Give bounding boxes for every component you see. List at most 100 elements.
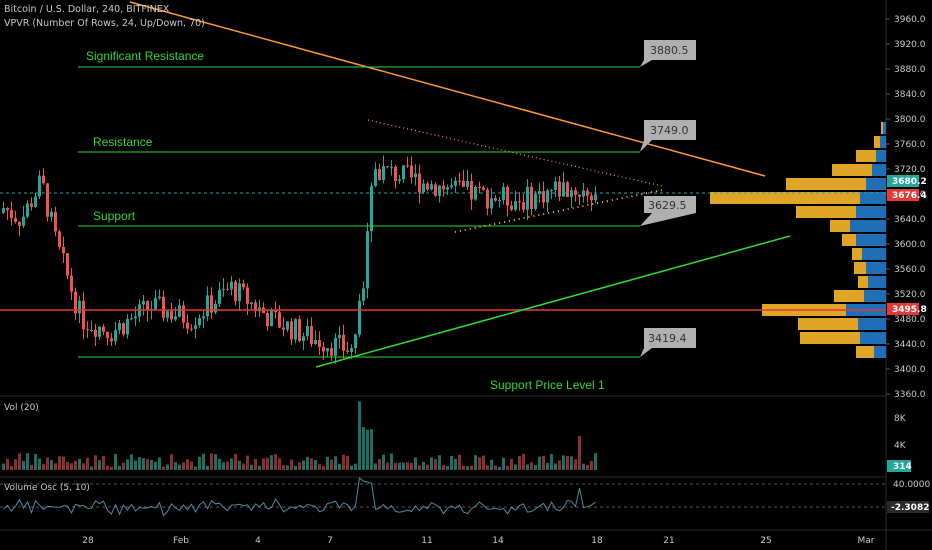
vpvr-up-bar xyxy=(856,234,886,246)
vpvr-down-bar xyxy=(874,136,880,148)
callout-3880[interactable]: 3880.5 xyxy=(640,40,696,67)
volume-tag: 314 xyxy=(887,460,912,472)
price-tick-label: 3640.0 xyxy=(894,215,926,225)
volume-bar xyxy=(98,460,101,470)
price-tag-text: 3495.8 xyxy=(892,305,927,315)
volume-bar xyxy=(322,466,325,470)
volume-bar xyxy=(58,456,61,470)
candle-body xyxy=(126,318,129,335)
candle-body xyxy=(134,316,137,319)
support-label[interactable]: Support xyxy=(93,209,136,223)
vpvr-down-bar xyxy=(798,318,858,330)
ascending-trendline[interactable] xyxy=(315,235,791,368)
candle-body xyxy=(518,201,521,203)
candle-body xyxy=(510,205,513,210)
volume-bar xyxy=(570,456,573,470)
callout-3749[interactable]: 3749.0 xyxy=(640,120,696,152)
volume-bar xyxy=(390,453,393,470)
candle-body xyxy=(146,301,149,311)
volume-pane-title[interactable]: Vol (20) xyxy=(4,403,39,413)
volume-bar xyxy=(370,429,373,470)
volume-bar xyxy=(514,464,517,470)
candle-body xyxy=(110,338,113,342)
volume-bar xyxy=(30,464,33,470)
volume-bar xyxy=(310,458,313,470)
callout-3419[interactable]: 3419.4 xyxy=(640,328,696,357)
candle-body xyxy=(86,329,89,331)
volume-bar xyxy=(62,456,65,470)
candle-body xyxy=(398,179,401,182)
volume-bar xyxy=(594,453,597,470)
volume-bar xyxy=(362,427,365,470)
candle-body xyxy=(214,303,217,313)
candle-body xyxy=(378,169,381,181)
symbol-title[interactable]: Bitcoin / U.S. Dollar, 240, BITFINEX xyxy=(4,4,170,15)
candle-body xyxy=(254,302,257,312)
candle-body xyxy=(78,300,81,314)
candle-body xyxy=(154,298,157,310)
vpvr-down-bar xyxy=(830,220,850,232)
price-axis[interactable]: 3960.0 3920.0 3880.0 3840.0 3800.0 3760.0 3720… xyxy=(886,15,926,400)
candle-body xyxy=(394,166,397,182)
volume-bar xyxy=(138,457,141,470)
candle-body xyxy=(458,180,461,182)
candle-body xyxy=(338,334,341,339)
candle-body xyxy=(70,275,73,292)
volume-bar xyxy=(486,465,489,470)
time-tick-label: 7 xyxy=(327,536,333,546)
candle-body xyxy=(426,183,429,190)
volume-bar xyxy=(118,465,121,470)
volume-bar xyxy=(334,456,337,470)
vpvr-up-bar xyxy=(860,192,886,204)
candle-body xyxy=(554,181,557,190)
volume-bar xyxy=(350,465,353,470)
vpvr-profile xyxy=(710,122,886,358)
volume-bar xyxy=(270,455,273,470)
osc-tag: -2.3082 xyxy=(887,501,929,513)
volume-bar xyxy=(394,462,397,470)
price-tick-label: 3920.0 xyxy=(894,40,926,50)
indicator-title[interactable]: VPVR (Number Of Rows, 24, Up/Down, 70) xyxy=(4,18,205,29)
candle-body xyxy=(226,288,229,290)
volume-bar xyxy=(166,464,169,470)
volume-bar xyxy=(458,454,461,470)
vpvr-down-bar xyxy=(800,332,860,344)
candle-body xyxy=(330,348,333,356)
time-tick-label: 21 xyxy=(663,536,674,546)
candle-body xyxy=(178,305,181,317)
candle-body xyxy=(346,350,349,352)
callout-value: 3629.5 xyxy=(648,199,687,212)
volume-bar xyxy=(94,455,97,470)
significant-resistance-label[interactable]: Significant Resistance xyxy=(86,49,204,63)
descending-trendline[interactable] xyxy=(129,1,766,177)
resistance-label[interactable]: Resistance xyxy=(93,135,153,149)
volume-bar xyxy=(550,454,553,470)
candle-body xyxy=(30,203,33,207)
time-axis[interactable]: 28 Feb 4 7 11 14 18 21 25 Mar xyxy=(82,536,875,546)
volume-bar xyxy=(222,462,225,470)
callout-value: 3419.4 xyxy=(648,332,687,345)
candle-body xyxy=(62,246,65,254)
volume-bar xyxy=(186,459,189,470)
candle-body xyxy=(462,180,465,187)
vpvr-down-bar xyxy=(856,346,874,358)
triangle-lower-line[interactable] xyxy=(454,189,663,233)
vpvr-up-bar xyxy=(872,164,886,176)
callout-3629[interactable]: 3629.5 xyxy=(640,196,696,226)
vpvr-down-bar xyxy=(852,248,862,260)
volume-bar xyxy=(506,465,509,470)
volume-bar xyxy=(410,462,413,470)
candle-body xyxy=(46,183,49,217)
volume-bar xyxy=(230,458,233,470)
volume-bar xyxy=(538,456,541,470)
support-level-1-label[interactable]: Support Price Level 1 xyxy=(490,378,605,392)
candle-body xyxy=(482,187,485,190)
volume-bar xyxy=(174,462,177,470)
volume-bar xyxy=(542,455,545,470)
vpvr-down-bar xyxy=(856,150,876,162)
osc-pane-title[interactable]: Volume Osc (5, 10) xyxy=(4,483,90,493)
volume-bar xyxy=(42,463,45,470)
candle-body xyxy=(246,287,249,304)
